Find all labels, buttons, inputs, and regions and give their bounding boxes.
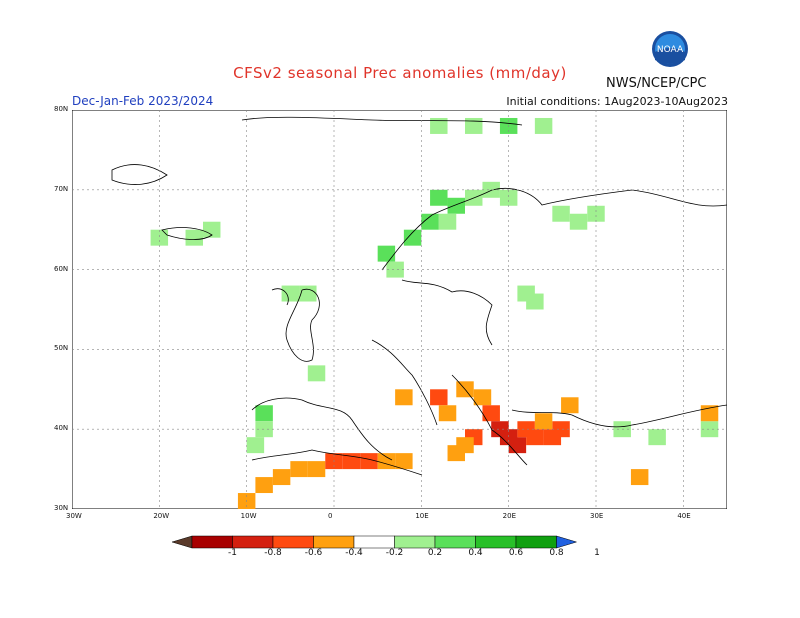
anomaly-cell xyxy=(587,205,605,222)
anomaly-cell xyxy=(307,365,326,382)
colorbar-label: -0.6 xyxy=(304,548,323,558)
colorbar xyxy=(172,535,578,549)
anomaly-cell xyxy=(255,421,273,438)
anomaly-cell xyxy=(281,285,300,302)
lon-tick-label: 10E xyxy=(415,512,429,520)
initial-conditions-label: Initial conditions: 1Aug2023-10Aug2023 xyxy=(506,95,728,108)
colorbar-label: -1 xyxy=(228,548,237,558)
colorbar-segment xyxy=(394,535,436,549)
anomaly-cell xyxy=(255,405,273,422)
colorbar-high-arrow xyxy=(556,535,578,549)
anomaly-cell xyxy=(299,285,317,302)
anomaly-cell xyxy=(421,213,439,230)
anomaly-cell xyxy=(377,453,396,470)
agency-label: NWS/NCEP/CPC xyxy=(606,76,707,91)
anomaly-cell xyxy=(648,429,666,446)
colorbar-label: -0.2 xyxy=(385,548,404,558)
anomaly-cell xyxy=(526,293,544,310)
colorbar-segment xyxy=(434,535,476,549)
colorbar-segment xyxy=(353,535,395,549)
colorbar-label: -0.4 xyxy=(345,548,363,558)
colorbar-label: 0.2 xyxy=(427,548,443,558)
anomaly-cell xyxy=(403,229,422,246)
lat-tick-label: 30N xyxy=(54,504,69,512)
anomaly-cell xyxy=(465,117,483,134)
lon-tick-label: 0 xyxy=(328,512,333,520)
anomaly-cell xyxy=(438,405,457,422)
anomaly-map xyxy=(72,110,727,509)
anomaly-cell xyxy=(395,389,413,406)
anomaly-cell xyxy=(150,229,169,246)
lon-tick-label: 30E xyxy=(590,512,604,520)
anomaly-cells xyxy=(150,117,719,509)
anomaly-cell xyxy=(307,461,326,478)
lon-tick-label: 20E xyxy=(502,512,516,520)
colorbar-label: 0.6 xyxy=(508,548,524,558)
anomaly-cell xyxy=(290,461,308,478)
anomaly-cell xyxy=(377,245,396,262)
anomaly-cell xyxy=(246,437,265,454)
lat-tick-label: 70N xyxy=(54,184,69,193)
anomaly-cell xyxy=(430,189,448,206)
anomaly-cell xyxy=(360,453,378,470)
anomaly-cell xyxy=(552,421,570,438)
noaa-logo: NOAA xyxy=(652,31,688,67)
anomaly-cell xyxy=(255,477,273,494)
anomaly-cell xyxy=(508,437,527,454)
lon-tick-label: 10W xyxy=(240,512,257,520)
anomaly-cell xyxy=(272,469,291,486)
lat-tick-label: 80N xyxy=(54,105,69,113)
colorbar-segment xyxy=(313,535,355,549)
coastlines xyxy=(111,116,727,476)
colorbar-segment xyxy=(272,535,314,549)
colorbar-label: 0.4 xyxy=(468,548,483,558)
season-label: Dec-Jan-Feb 2023/2024 xyxy=(72,94,214,108)
anomaly-cell xyxy=(700,421,719,438)
colorbar-low-arrow xyxy=(172,535,193,549)
lat-tick-label: 40N xyxy=(54,424,69,433)
colorbar-segment xyxy=(232,535,274,549)
colorbar-label: -0.8 xyxy=(264,548,282,558)
anomaly-cell xyxy=(552,205,570,222)
anomaly-cell xyxy=(534,413,553,430)
colorbar-segment xyxy=(515,535,557,549)
anomaly-cell xyxy=(447,445,465,462)
lon-tick-label: 40E xyxy=(677,512,691,520)
anomaly-cell xyxy=(447,197,465,214)
colorbar-label: 0.8 xyxy=(549,548,564,558)
anomaly-cell xyxy=(526,429,544,446)
anomaly-cell xyxy=(569,213,588,230)
colorbar-segment xyxy=(191,535,233,549)
anomaly-cell xyxy=(395,453,413,470)
lon-tick-label: 30W xyxy=(66,512,82,520)
lat-tick-label: 60N xyxy=(54,264,69,273)
anomaly-cell xyxy=(561,397,579,414)
anomaly-cell xyxy=(482,405,500,422)
anomaly-cell xyxy=(534,117,553,134)
lon-tick-label: 20W xyxy=(153,512,170,520)
lat-tick-label: 50N xyxy=(54,344,69,353)
anomaly-cell xyxy=(430,389,448,406)
anomaly-cell xyxy=(473,389,492,406)
colorbar-label: 1 xyxy=(594,548,600,558)
anomaly-cell xyxy=(203,221,221,238)
anomaly-cell xyxy=(482,181,500,198)
anomaly-cell xyxy=(185,229,203,246)
map-title: CFSv2 seasonal Prec anomalies (mm/day) xyxy=(233,64,567,82)
anomaly-cell xyxy=(430,117,448,134)
anomaly-cell xyxy=(386,261,404,278)
anomaly-cell xyxy=(438,213,457,230)
anomaly-cell xyxy=(499,189,518,206)
anomaly-cell xyxy=(630,469,649,486)
graticule xyxy=(72,110,727,509)
colorbar-segment xyxy=(475,535,517,549)
noaa-logo-text: NOAA xyxy=(657,45,684,55)
